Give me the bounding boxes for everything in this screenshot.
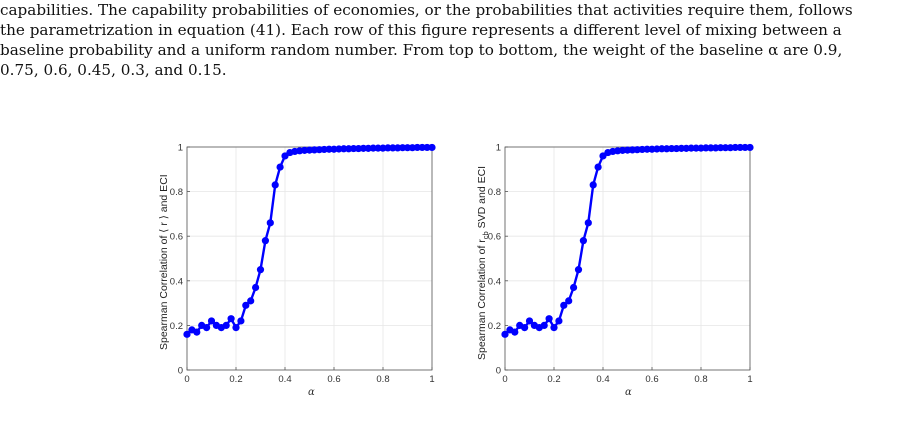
axes-box [186,146,433,371]
data-point [525,317,534,325]
data-point [428,143,436,152]
data-point [207,317,216,325]
data-point [222,321,230,329]
x-tick-label: 0.2 [547,374,560,385]
data-point [261,237,269,245]
y-tick-label: 0.2 [488,321,501,332]
y-tick-label: 0.4 [488,276,501,287]
x-axis-label: α [308,387,315,398]
x-tick-label: 1 [429,374,434,385]
data-point [584,219,592,227]
y-tick-label: 1 [496,143,501,154]
series-line [504,146,750,336]
x-tick-label: 0.4 [596,374,609,385]
data-point [594,163,602,171]
data-point [247,297,255,305]
data-point [271,181,279,189]
data-point [550,324,558,332]
paragraph-line: baseline probability and a uniform rando… [0,41,843,59]
y-tick-label: 0 [496,366,501,377]
data-point [266,219,274,227]
y-tick-label: 0.4 [170,276,183,287]
data-point [565,297,573,305]
data-point [511,328,519,336]
data-point [193,328,201,336]
y-tick-label: 1 [178,143,183,154]
data-point [183,330,191,338]
data-point [237,317,245,325]
data-point [555,317,563,325]
data-point [227,315,235,323]
data-point [256,266,265,274]
paragraph-line: capabilities. The capability probabiliti… [0,1,853,19]
x-axis-label: α [625,387,632,398]
y-tick-label: 0.6 [488,232,501,243]
y-tick-label: 0 [178,366,183,377]
paragraph-line: 0.75, 0.6, 0.45, 0.3, and 0.15. [0,61,227,79]
chart-panel-right: Spearman Correlation of rcb SVD and ECI … [468,135,768,405]
data-point [579,237,587,245]
y-tick-label: 0.2 [170,321,183,332]
data-point [540,321,548,329]
body-paragraph: capabilities. The capability probabiliti… [0,0,916,80]
chart-plot-right: 0 0.2 0.4 0.6 0.8 1 0 0.2 0.4 0.6 0.8 1 [488,143,754,385]
chart-plot-left: 0 0.2 0.4 0.6 0.8 1 0 0.2 0.4 0.6 0.8 1 [170,143,436,385]
series-line [186,146,432,336]
axes-box [504,146,751,371]
x-tick-label: 0 [184,374,189,385]
data-point [570,283,578,292]
x-tick-label: 0 [502,374,507,385]
data-point [521,324,529,332]
data-point [276,163,284,171]
data-point [232,324,240,332]
data-point [589,181,597,189]
data-point [746,143,754,152]
data-point [252,283,260,292]
data-point [545,315,553,323]
x-tick-label: 0.8 [376,374,389,385]
y-tick-label: 0.8 [488,187,501,198]
x-tick-label: 0.8 [694,374,707,385]
x-tick-label: 0.6 [327,374,340,385]
y-tick-label: 0.8 [170,187,183,198]
data-point [501,330,509,338]
data-point [242,301,250,309]
data-point [574,266,583,274]
x-tick-label: 1 [747,374,752,385]
x-tick-label: 0.6 [645,374,658,385]
data-point [203,324,211,332]
data-point [560,301,568,309]
x-tick-label: 0.2 [229,374,242,385]
y-tick-label: 0.6 [170,232,183,243]
paragraph-line: the parametrization in equation (41). Ea… [0,21,842,39]
x-tick-label: 0.4 [278,374,291,385]
